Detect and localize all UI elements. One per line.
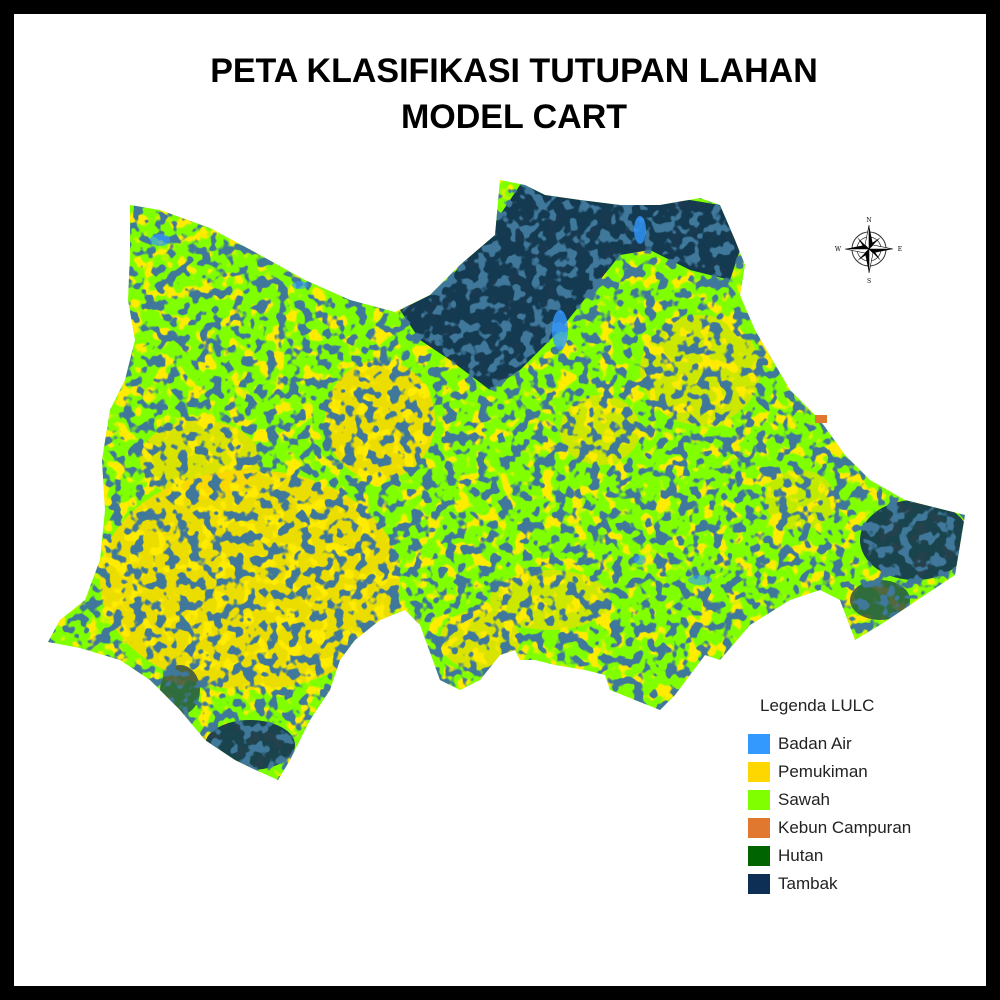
legend-item: Badan Air [748,730,968,758]
legend-title: Legenda LULC [760,696,875,715]
legend-label: Tambak [778,874,838,893]
legend-label: Kebun Campuran [778,818,912,837]
legend-label: Pemukiman [778,762,868,781]
legend-label: Sawah [778,790,830,809]
compass-rose: N S E W [835,217,902,285]
compass-west-label: W [835,246,842,253]
legend-item: Kebun Campuran [748,814,968,842]
compass-south-label: S [867,278,871,285]
legend-item: Hutan [748,842,968,870]
legend-swatch [748,874,770,894]
compass-east-label: E [898,246,902,253]
legend-items: Badan Air Pemukiman Sawah Kebun Campuran Hut… [748,730,968,898]
legend-swatch [748,762,770,782]
legend-item: Sawah [748,786,968,814]
legend-label: Badan Air [778,734,852,753]
legend: Legenda LULC Badan Air Pemukiman Sawah Kebu… [748,696,968,898]
map-title-line-2: MODEL CART [400,98,628,136]
legend-label: Hutan [778,846,824,865]
legend-swatch [748,818,770,838]
legend-swatch [748,846,770,866]
legend-swatch [748,790,770,810]
map-title: PETA KLASIFIKASI TUTUPAN LAHAN MODEL CAR… [14,48,1000,140]
map-title-line-1: PETA KLASIFIKASI TUTUPAN LAHAN [210,52,818,90]
legend-swatch [748,734,770,754]
legend-item: Pemukiman [748,758,968,786]
kebun-campuran-patch [815,415,827,423]
compass-north-label: N [866,217,871,224]
legend-item: Tambak [748,870,968,898]
badan-air-areas [150,216,712,585]
